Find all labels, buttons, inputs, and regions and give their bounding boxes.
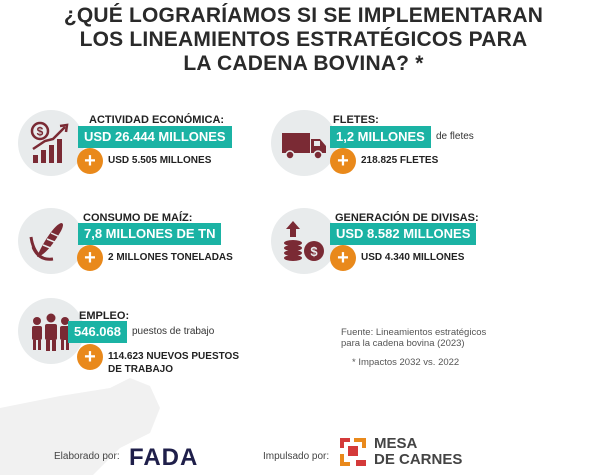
coins-icon: $: [271, 208, 337, 274]
card-highlight-fletes: 1,2 MILLONES: [330, 126, 431, 148]
mesa-de-carnes-logo: MESA DE CARNES: [374, 436, 462, 468]
card-label-divisas: GENERACIÓN DE DIVISAS:: [335, 212, 479, 224]
card-after-fletes: de fletes: [436, 131, 474, 142]
mesa-line-1: MESA: [374, 435, 418, 452]
card-label-actividad: ACTIVIDAD ECONÓMICA:: [89, 114, 225, 126]
svg-text:$: $: [37, 125, 44, 139]
title-line-2: LOS LINEAMIENTOS ESTRATÉGICOS PARA: [79, 28, 528, 51]
source-note: Fuente: Lineamientos estratégicos para l…: [341, 327, 486, 349]
economic-growth-icon: $: [18, 110, 84, 176]
title-line-3: LA CADENA BOVINA? *: [183, 52, 424, 75]
card-sub-actividad: USD 5.505 MILLONES: [108, 155, 212, 166]
people-icon: [18, 298, 84, 364]
card-sub-maiz: 2 MILLONES TONELADAS: [108, 252, 233, 263]
cow-silhouette-background: [0, 378, 160, 475]
card-label-empleo: EMPLEO:: [79, 310, 130, 322]
title-line-1: ¿QUÉ LOGRARÍAMOS SI SE IMPLEMENTARAN: [63, 4, 544, 27]
card-sub-empleo-line-1: 114.623 NUEVOS PUESTOS: [108, 351, 239, 362]
card-sub-fletes: 218.825 FLETES: [361, 155, 439, 166]
card-after-empleo: puestos de trabajo: [132, 326, 215, 337]
plus-icon: +: [330, 245, 356, 271]
card-highlight-maiz: 7,8 MILLONES DE TN: [78, 223, 222, 245]
source-line-1: Fuente: Lineamientos estratégicos: [341, 327, 487, 338]
page-title: ¿QUÉ LOGRARÍAMOS SI SE IMPLEMENTARAN LOS…: [0, 4, 607, 76]
svg-text:$: $: [310, 244, 318, 259]
card-highlight-divisas: USD 8.582 MILLONES: [330, 223, 477, 245]
mesa-de-carnes-logo-icon: [340, 438, 366, 466]
plus-icon: +: [77, 148, 103, 174]
card-sub-divisas: USD 4.340 MILLONES: [361, 252, 465, 263]
card-label-fletes: FLETES:: [333, 114, 379, 126]
card-sub-empleo-line-2: DE TRABAJO: [108, 364, 174, 375]
plus-icon: +: [77, 245, 103, 271]
corn-icon: [18, 208, 84, 274]
impact-note: * Impactos 2032 vs. 2022: [352, 357, 460, 368]
mesa-line-2: DE CARNES: [374, 451, 463, 468]
plus-icon: +: [77, 344, 103, 370]
plus-icon: +: [330, 148, 356, 174]
fada-logo: FADA: [129, 444, 199, 471]
card-highlight-empleo: 546.068: [68, 321, 127, 343]
source-line-2: para la cadena bovina (2023): [341, 338, 465, 349]
impulsado-label: Impulsado por:: [263, 451, 330, 462]
card-label-maiz: CONSUMO DE MAÍZ:: [83, 212, 193, 224]
elaborado-label: Elaborado por:: [54, 451, 120, 462]
card-sub-empleo: 114.623 NUEVOS PUESTOS DE TRABAJO: [108, 350, 239, 376]
truck-icon: [271, 110, 337, 176]
card-highlight-actividad: USD 26.444 MILLONES: [78, 126, 232, 148]
